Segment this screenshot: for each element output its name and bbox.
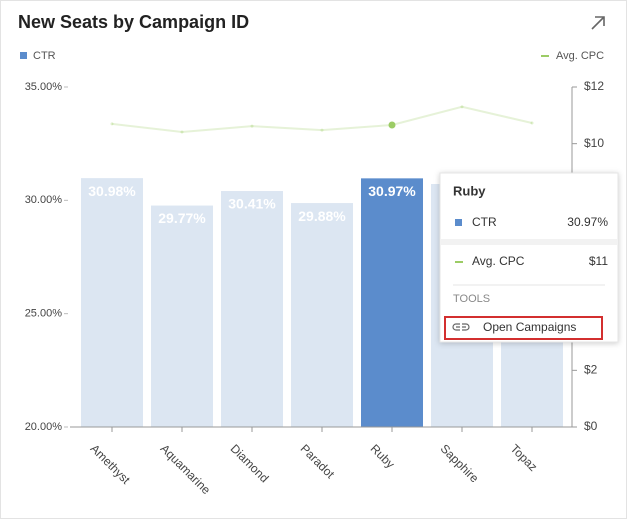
line-point bbox=[320, 128, 324, 132]
y-tick-label: 25.00% bbox=[25, 308, 63, 320]
line-point bbox=[460, 105, 464, 109]
tooltip-value: $11 bbox=[589, 254, 608, 268]
bar-value-label: 29.77% bbox=[158, 210, 206, 226]
line-point bbox=[180, 130, 184, 134]
bar bbox=[81, 178, 143, 427]
y2-tick-label: $12 bbox=[584, 79, 604, 93]
y2-tick-label: $10 bbox=[584, 136, 604, 150]
expand-icon[interactable] bbox=[591, 16, 605, 30]
tooltip-label: CTR bbox=[472, 215, 497, 229]
bar bbox=[151, 205, 213, 427]
button-label[interactable]: Open Campaigns bbox=[483, 320, 576, 334]
tooltip-label: Avg. CPC bbox=[472, 254, 525, 268]
y-tick-label: 35.00% bbox=[25, 81, 63, 93]
bar-value-label: 30.97% bbox=[368, 183, 416, 199]
button-border bbox=[444, 316, 603, 340]
bar-value-label: 30.98% bbox=[88, 183, 136, 199]
tooltip-value: 30.97% bbox=[567, 215, 608, 229]
bar bbox=[291, 203, 353, 427]
tooltip-divider bbox=[441, 239, 617, 245]
line-point bbox=[530, 121, 534, 125]
bar bbox=[361, 178, 423, 427]
tooltip-section: TOOLS bbox=[453, 293, 490, 305]
y2-tick-label: $2 bbox=[584, 363, 598, 377]
line-point bbox=[250, 124, 254, 128]
legend-label: CTR bbox=[33, 50, 56, 62]
tooltip-swatch bbox=[455, 219, 462, 226]
legend-label: Avg. CPC bbox=[556, 50, 604, 62]
line bbox=[111, 105, 533, 134]
tooltip-title: Ruby bbox=[453, 183, 486, 198]
y-tick-label: 30.00% bbox=[25, 194, 63, 206]
bar bbox=[221, 191, 283, 427]
link-icon bbox=[452, 323, 470, 331]
legend-swatch bbox=[20, 52, 27, 59]
open-campaigns-button[interactable]: Open Campaigns bbox=[444, 316, 603, 340]
tooltip-box bbox=[439, 172, 619, 343]
tooltip: Ruby CTR 30.97% Avg. CPC $11 TOOLS Open Campai… bbox=[439, 172, 619, 343]
bar-value-label: 29.88% bbox=[298, 208, 346, 224]
bar-value-label: 30.41% bbox=[228, 196, 276, 212]
y2-tick-label: $0 bbox=[584, 419, 598, 433]
y-tick-label: 20.00% bbox=[25, 421, 63, 433]
line-point bbox=[110, 122, 114, 126]
line-point bbox=[388, 121, 396, 129]
chart-title: New Seats by Campaign ID bbox=[18, 12, 249, 32]
